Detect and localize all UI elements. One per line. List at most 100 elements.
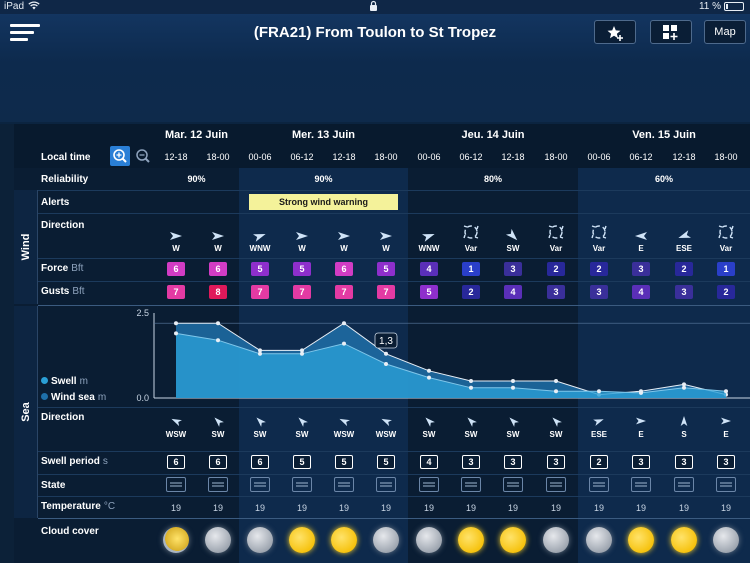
sea-arrow-icon [298,417,308,427]
swell-period-value: 6 [167,455,185,469]
sea-direction-text: SW [464,430,478,439]
sea-arrow-icon [552,417,562,427]
wind-direction: ESE [670,222,698,253]
gust-value: 7 [167,285,185,299]
gust-value: 2 [717,285,735,299]
variable-wind-icon [548,225,564,239]
battery-indicator: 11 % [699,1,744,12]
series-point-1 [384,351,388,356]
force-value: 6 [209,262,227,276]
sea-arrow-icon [214,417,224,427]
sea-direction: WSW [372,416,400,439]
gust-value: 7 [251,285,269,299]
gust-value: 8 [209,285,227,299]
wind-direction: Var [457,222,485,253]
sea-arrow-icon [636,417,646,425]
swell-period-value: 3 [717,455,735,469]
sea-state-icon [546,477,566,492]
force-label: Force Bft [41,263,83,274]
day-column-bg [578,168,750,563]
sea-direction-text: E [638,430,644,439]
temperature-value: 19 [593,503,604,513]
sea-direction: E [627,416,655,439]
sun-icon [331,527,357,553]
battery-icon [724,2,744,11]
time-slot: 06-12 [459,152,483,162]
battery-percent: 11 % [698,1,721,12]
wind-arrow-icon [252,233,266,242]
sea-state-icon [250,477,270,492]
gust-value: 3 [675,285,693,299]
sea-arrow-icon [467,417,477,427]
temperature-unit: °C [103,501,116,512]
series-point-0 [469,385,473,390]
sea-direction: WSW [162,416,190,439]
swell-period-value: 4 [420,455,438,469]
sea-arrow-icon [593,419,604,426]
variable-wind-icon [718,225,734,239]
temperature-value: 19 [507,503,518,513]
wind-section: Wind [14,190,38,304]
moon-icon [205,527,231,553]
series-point-0 [511,385,515,390]
dashboard-add-button[interactable] [650,20,692,44]
series-point-0 [342,341,346,346]
sea-state-icon [589,477,609,492]
row-divider [38,407,750,408]
temperature-value: 19 [296,503,307,513]
sea-direction-text: WSW [333,430,355,439]
temperature-value: 19 [720,503,731,513]
sea-direction: SW [246,416,274,439]
swell-period-value: 5 [335,455,353,469]
series-point-0 [639,390,643,395]
series-point-0 [682,385,686,390]
time-slot: 06-12 [629,152,653,162]
force-value: 3 [632,262,650,276]
series-point-1 [300,348,304,353]
reliability-value: 80% [483,174,502,184]
time-slot: 18-00 [206,152,230,162]
menu-line [10,38,28,41]
sea-arrow-icon [509,417,519,427]
temperature-value: 19 [423,503,434,513]
sea-direction: SW [288,416,316,439]
moon-icon [713,527,739,553]
tooltip-value: 1,3 [379,336,393,347]
sea-arrow-icon [256,417,266,427]
wind-sea-legend: Wind sea m [41,392,106,403]
top-bar: (FRA21) From Toulon to St Tropez Map [0,14,750,122]
sea-direction-text: ESE [590,430,607,439]
map-button[interactable]: Map [704,20,746,44]
strong-wind-warning[interactable]: Strong wind warning [249,194,398,210]
wind-direction: Var [542,222,570,253]
wind-direction: W [372,222,400,253]
sea-arrow-icon [721,417,731,425]
wind-arrow-icon [338,232,350,240]
wind-arrow-icon [678,230,692,239]
gust-value: 3 [590,285,608,299]
wind-sea-dot [41,393,48,400]
time-slot: 00-06 [587,152,611,162]
zoom-out-button[interactable] [134,146,152,166]
moon-icon [586,527,612,553]
wind-direction-text: SW [506,244,520,253]
temperature-value: 19 [338,503,349,513]
swell-period-value: 5 [377,455,395,469]
sea-arrow-icon [339,418,350,427]
time-slot: 18-00 [714,152,738,162]
menu-button[interactable] [10,24,42,44]
gust-value: 7 [335,285,353,299]
zoom-in-button[interactable] [110,146,130,166]
sea-direction-text: SW [295,430,309,439]
wind-direction-text: W [214,244,222,253]
page-title: (FRA21) From Toulon to St Tropez [253,24,497,41]
force-value: 3 [504,262,522,276]
moon-icon [373,527,399,553]
series-point-0 [597,389,601,394]
favorite-button[interactable] [594,20,636,44]
wind-arrow-icon [635,232,647,240]
wind-direction-text: Var [549,244,563,253]
left-gutter [0,124,14,563]
force-value: 5 [377,262,395,276]
wind-arrow-icon [421,233,435,242]
